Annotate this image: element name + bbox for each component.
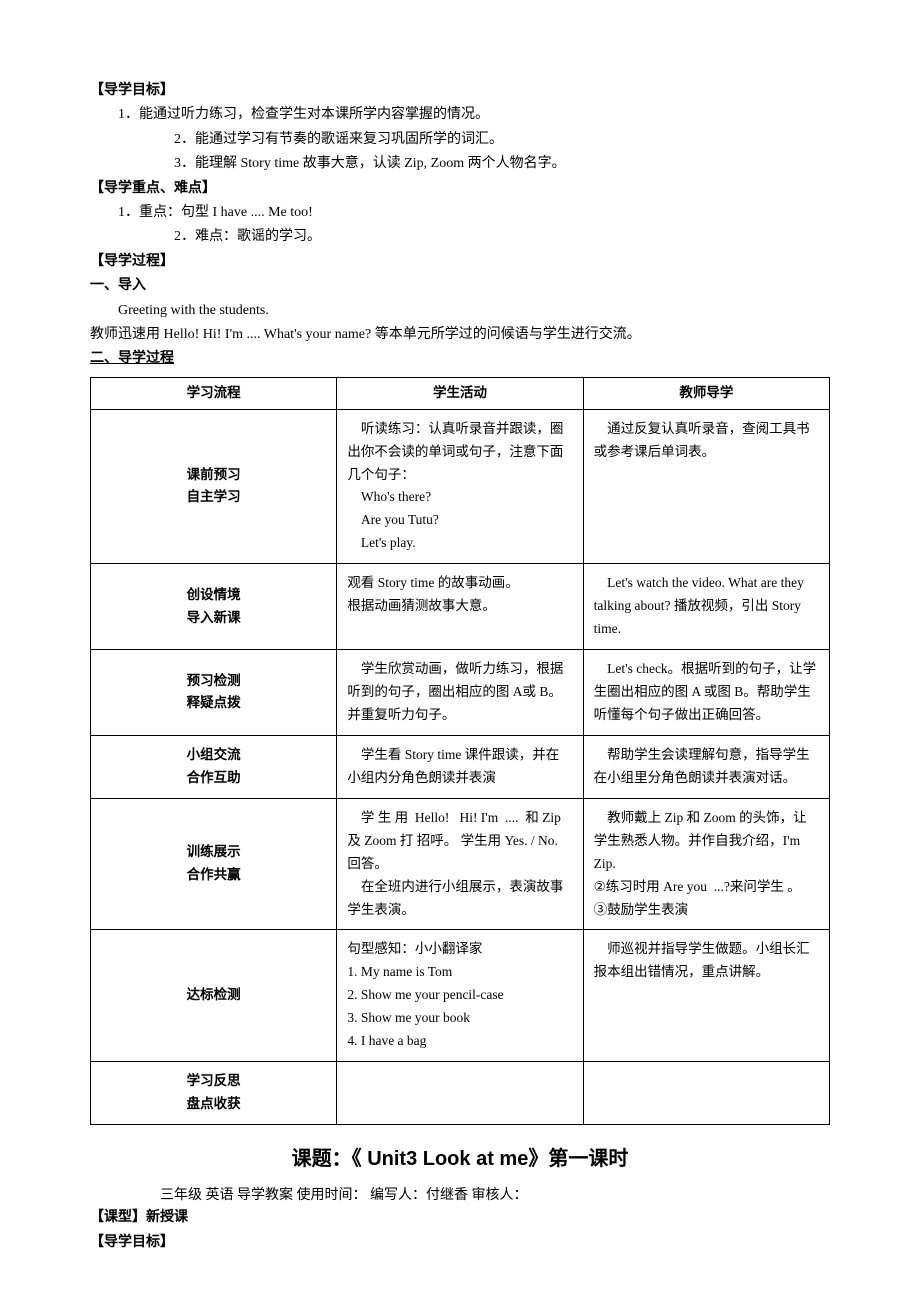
keypoints-heading: 【导学重点、难点】	[90, 178, 830, 200]
table-row: 训练展示 合作共赢 学 生 用 Hello! Hi! I'm .... 和 Zi…	[91, 798, 830, 930]
teacher-cell: 师巡视并指导学生做题。小组长汇报本组出错情况，重点讲解。	[583, 930, 829, 1062]
course-meta: 三年级 英语 导学教案 使用时间： 编写人：付继香 审核人：	[90, 1185, 830, 1207]
table-row: 学习反思 盘点收获	[91, 1062, 830, 1125]
course-title: 课题：《 Unit3 Look at me》第一课时	[90, 1143, 830, 1175]
goal-item-2: 2．能通过学习有节奏的歌谣来复习巩固所学的词汇。	[90, 129, 830, 151]
student-cell: 观看 Story time 的故事动画。 根据动画猜测故事大意。	[337, 564, 583, 650]
col-header-student: 学生活动	[337, 377, 583, 409]
teacher-cell: Let's check。根据听到的句子，让学生圈出相应的图 A 或图 B。帮助学…	[583, 650, 829, 736]
intro-heading: 一、导入	[90, 275, 830, 297]
course-type: 【课型】新授课	[90, 1207, 830, 1229]
stage-cell: 达标检测	[91, 930, 337, 1062]
process-heading: 【导学过程】	[90, 251, 830, 273]
lesson-table: 学习流程 学生活动 教师导学 课前预习 自主学习 听读练习：认真听录音并跟读，圈…	[90, 377, 830, 1125]
teacher-cell: 帮助学生会读理解句意，指导学生在小组里分角色朗读并表演对话。	[583, 735, 829, 798]
stage-cell: 预习检测 释疑点拨	[91, 650, 337, 736]
table-row: 小组交流 合作互助 学生看 Story time 课件跟读，并在小组内分角色朗读…	[91, 735, 830, 798]
stage-cell: 课前预习 自主学习	[91, 409, 337, 564]
table-row: 课前预习 自主学习 听读练习：认真听录音并跟读，圈出你不会读的单词或句子，注意下…	[91, 409, 830, 564]
student-cell: 学 生 用 Hello! Hi! I'm .... 和 Zip 及 Zoom 打…	[337, 798, 583, 930]
stage-cell: 学习反思 盘点收获	[91, 1062, 337, 1125]
course-goal-label: 【导学目标】	[90, 1232, 830, 1254]
teacher-cell	[583, 1062, 829, 1125]
student-cell	[337, 1062, 583, 1125]
process2-heading: 二、导学过程	[90, 348, 174, 370]
table-row: 预习检测 释疑点拨 学生欣赏动画，做听力练习，根据听到的句子，圈出相应的图 A或…	[91, 650, 830, 736]
student-cell: 学生欣赏动画，做听力练习，根据听到的句子，圈出相应的图 A或 B。 并重复听力句…	[337, 650, 583, 736]
table-body: 课前预习 自主学习 听读练习：认真听录音并跟读，圈出你不会读的单词或句子，注意下…	[91, 409, 830, 1124]
goal-item-1: 1．能通过听力练习，检查学生对本课所学内容掌握的情况。	[90, 104, 830, 126]
stage-cell: 创设情境 导入新课	[91, 564, 337, 650]
teacher-cell: 通过反复认真听录音，查阅工具书或参考课后单词表。	[583, 409, 829, 564]
col-header-teacher: 教师导学	[583, 377, 829, 409]
keypoint-2: 2．难点：歌谣的学习。	[90, 226, 830, 248]
teacher-cell: Let's watch the video. What are they tal…	[583, 564, 829, 650]
keypoint-1: 1．重点：句型 I have .... Me too!	[90, 202, 830, 224]
intro-line-1: Greeting with the students.	[90, 300, 830, 322]
student-cell: 听读练习：认真听录音并跟读，圈出你不会读的单词或句子，注意下面几个句子： Who…	[337, 409, 583, 564]
student-cell: 学生看 Story time 课件跟读，并在小组内分角色朗读并表演	[337, 735, 583, 798]
stage-cell: 训练展示 合作共赢	[91, 798, 337, 930]
table-row: 创设情境 导入新课 观看 Story time 的故事动画。 根据动画猜测故事大…	[91, 564, 830, 650]
stage-cell: 小组交流 合作互助	[91, 735, 337, 798]
goal-item-3: 3．能理解 Story time 故事大意，认读 Zip, Zoom 两个人物名…	[90, 153, 830, 175]
col-header-stage: 学习流程	[91, 377, 337, 409]
student-cell: 句型感知：小小翻译家 1. My name is Tom 2. Show me …	[337, 930, 583, 1062]
intro-line-2: 教师迅速用 Hello! Hi! I'm .... What's your na…	[90, 324, 830, 346]
table-header-row: 学习流程 学生活动 教师导学	[91, 377, 830, 409]
goals-heading: 【导学目标】	[90, 80, 830, 102]
teacher-cell: 教师戴上 Zip 和 Zoom 的头饰，让学生熟悉人物。并作自我介绍，I'm Z…	[583, 798, 829, 930]
table-row: 达标检测 句型感知：小小翻译家 1. My name is Tom 2. Sho…	[91, 930, 830, 1062]
